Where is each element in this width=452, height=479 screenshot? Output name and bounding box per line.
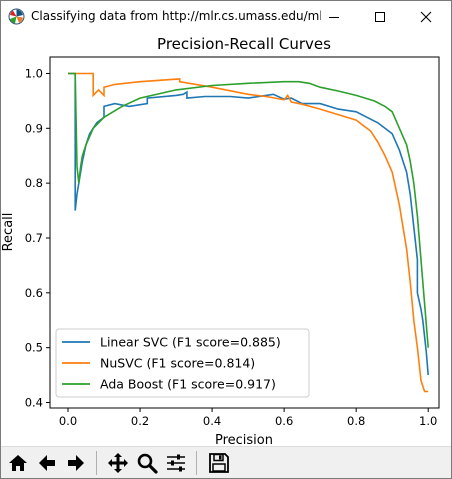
toolbar-separator xyxy=(96,451,97,475)
close-icon xyxy=(420,11,432,22)
zoom-icon xyxy=(137,453,158,474)
axes-frame xyxy=(49,56,440,409)
legend-label-1: Linear SVC (F1 score=0.885) xyxy=(100,335,281,350)
series-line-3 xyxy=(68,72,429,348)
home-button[interactable] xyxy=(5,450,31,476)
precision-recall-chart: Precision-Recall Curves 0.0 0.2 0.4 0.6 0.8 1… xyxy=(1,35,440,448)
window-title: Classifying data from http://mlr.cs.umas… xyxy=(31,9,321,23)
x-tick-label: 0.6 xyxy=(275,414,293,428)
forward-button[interactable] xyxy=(63,450,89,476)
y-tick-label: 0.6 xyxy=(25,286,43,300)
maximize-button[interactable] xyxy=(357,1,403,32)
x-tick-label: 0.0 xyxy=(59,414,77,428)
legend-label-3: Ada Boost (F1 score=0.917) xyxy=(100,377,276,392)
y-axis-ticks: 0.4 0.5 0.6 0.7 0.8 0.9 1.0 xyxy=(25,66,50,410)
y-axis-label: Recall xyxy=(1,213,16,252)
configure-subplots-icon xyxy=(167,454,185,472)
pan-button[interactable] xyxy=(105,450,131,476)
y-tick-label: 1.0 xyxy=(25,66,43,80)
close-button[interactable] xyxy=(403,1,449,32)
y-tick-label: 0.4 xyxy=(25,396,43,410)
legend: Linear SVC (F1 score=0.885) NuSVC (F1 sco… xyxy=(55,328,310,398)
series-line-2 xyxy=(68,72,429,393)
matplotlib-icon xyxy=(8,8,25,25)
x-axis-ticks: 0.0 0.2 0.4 0.6 0.8 1.0 xyxy=(59,408,437,428)
plot-area[interactable]: Precision-Recall Curves 0.0 0.2 0.4 0.6 0.8 1… xyxy=(1,32,451,448)
y-tick-label: 0.8 xyxy=(25,176,43,190)
chart-title: Precision-Recall Curves xyxy=(157,35,331,53)
minimize-button[interactable] xyxy=(311,1,357,32)
title-bar[interactable]: Classifying data from http://mlr.cs.umas… xyxy=(1,1,451,32)
zoom-button[interactable] xyxy=(134,450,160,476)
x-tick-label: 0.4 xyxy=(203,414,221,428)
forward-icon xyxy=(68,455,84,471)
navigation-toolbar xyxy=(1,446,451,478)
y-tick-label: 0.5 xyxy=(25,341,43,355)
configure-subplots-button[interactable] xyxy=(163,450,189,476)
y-tick-label: 0.7 xyxy=(25,231,43,245)
x-tick-label: 0.2 xyxy=(131,414,149,428)
toolbar-separator xyxy=(196,451,197,475)
back-icon xyxy=(39,455,55,471)
home-icon xyxy=(9,455,27,471)
x-tick-label: 1.0 xyxy=(419,414,437,428)
series-lines xyxy=(68,72,429,393)
pan-icon xyxy=(108,453,128,473)
x-tick-label: 0.8 xyxy=(347,414,365,428)
minimize-icon xyxy=(329,16,339,18)
x-axis-label: Precision xyxy=(215,433,273,446)
back-button[interactable] xyxy=(34,450,60,476)
y-tick-label: 0.9 xyxy=(25,121,43,135)
maximize-icon xyxy=(375,11,385,22)
legend-box xyxy=(55,328,310,398)
legend-label-2: NuSVC (F1 score=0.814) xyxy=(100,356,255,371)
save-button[interactable] xyxy=(206,450,232,476)
save-icon xyxy=(209,453,229,473)
